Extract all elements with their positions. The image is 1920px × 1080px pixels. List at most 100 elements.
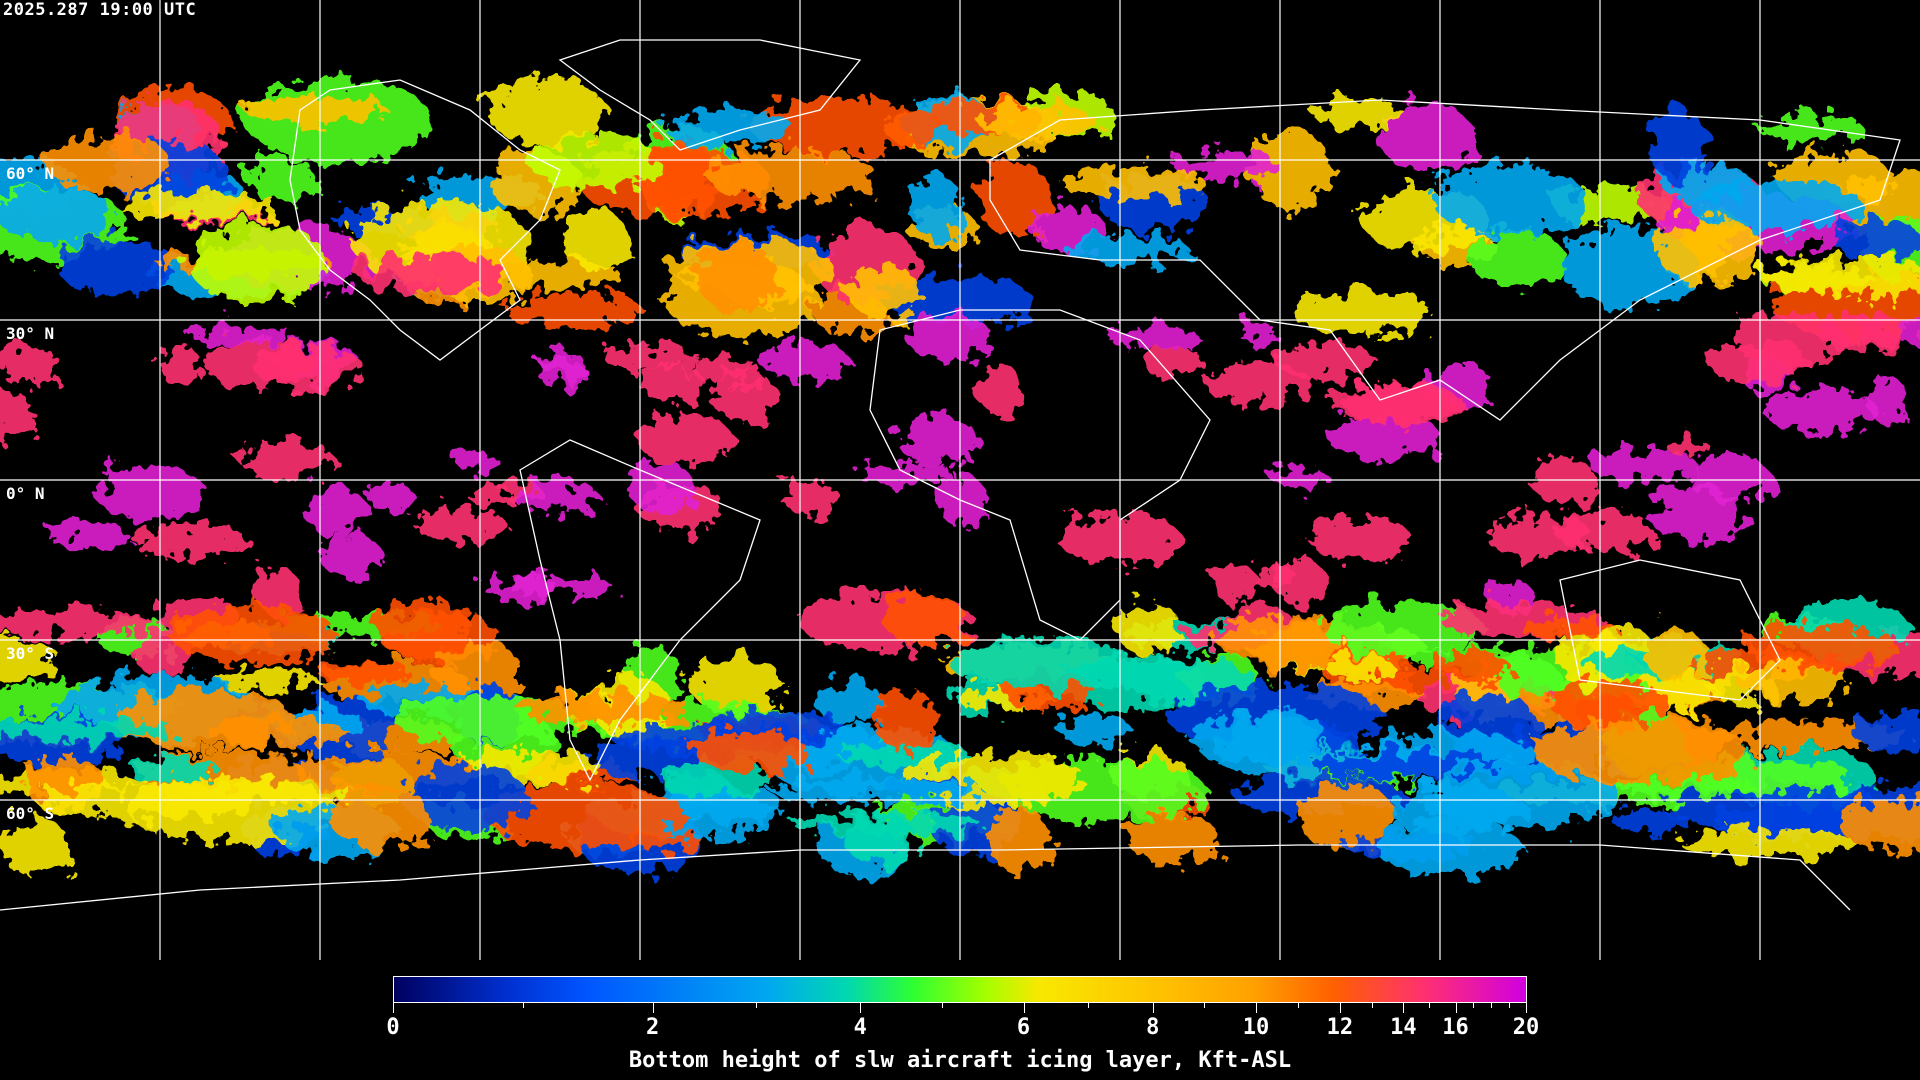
cloud-patch bbox=[355, 255, 509, 292]
cloud-patch bbox=[872, 688, 939, 750]
timestamp: 2025.287 19:00 UTC bbox=[3, 0, 197, 20]
cloud-patch bbox=[639, 364, 706, 402]
cloud-patch bbox=[1833, 221, 1920, 260]
cloud-patch bbox=[1274, 343, 1378, 380]
lat-label-60n: 60° N bbox=[6, 164, 55, 183]
cloud-patch bbox=[206, 717, 349, 746]
cloud-patch bbox=[468, 488, 518, 506]
cloud-patch bbox=[170, 605, 337, 664]
major-tick bbox=[860, 1003, 862, 1013]
cloud-patch bbox=[483, 783, 687, 848]
cloud-patch bbox=[1650, 107, 1707, 183]
colorbar-title: Bottom height of slw aircraft icing laye… bbox=[628, 1048, 1292, 1073]
cloud-patch bbox=[125, 756, 219, 781]
minor-tick bbox=[1491, 1003, 1493, 1008]
cloud-patch bbox=[848, 264, 920, 319]
cloud-patch bbox=[35, 783, 258, 819]
cloud-patch bbox=[1213, 562, 1258, 605]
coastline bbox=[0, 844, 1851, 911]
cloud-patch bbox=[56, 237, 177, 295]
cloud-patch bbox=[1327, 414, 1442, 460]
cloud-patch bbox=[376, 599, 470, 660]
cloud-patch bbox=[1868, 377, 1910, 426]
cloud-patch bbox=[627, 461, 694, 512]
cloud-patch bbox=[814, 681, 884, 723]
cloud-patch bbox=[1708, 340, 1809, 384]
cloud-patch bbox=[0, 608, 154, 637]
cloud-patch bbox=[1469, 229, 1565, 289]
tick-label-0: 0 bbox=[386, 1015, 400, 1040]
cloud-patch bbox=[1743, 625, 1899, 668]
minor-tick bbox=[522, 1003, 524, 1008]
tick-label-4: 4 bbox=[853, 1015, 867, 1040]
cloud-patch bbox=[696, 240, 777, 312]
cloud-patch bbox=[693, 731, 810, 774]
cloud-patch bbox=[0, 347, 61, 384]
cloud-patch bbox=[1270, 463, 1328, 490]
cloud-patch bbox=[1852, 712, 1920, 754]
tick-label-20: 20 bbox=[1512, 1015, 1540, 1040]
cloud-patch bbox=[977, 104, 1098, 138]
cloud-patch bbox=[503, 292, 644, 326]
minor-tick bbox=[1429, 1003, 1431, 1008]
cloud-patch bbox=[882, 274, 1034, 327]
cloud-patch bbox=[1764, 390, 1881, 434]
cloud-patch bbox=[517, 693, 693, 724]
cloud-patch bbox=[402, 764, 529, 832]
cloud-patch bbox=[1590, 449, 1699, 483]
colorbar-ticks: 0 2 4 6 8 10 12 14 16 20 bbox=[386, 1003, 1539, 1053]
minor-tick bbox=[756, 1003, 758, 1008]
lat-label-30n: 30° N bbox=[6, 324, 55, 343]
minor-tick bbox=[1371, 1003, 1373, 1008]
map-panel: 2025.287 19:00 UTC 60° N 30° N 0° N 30° … bbox=[0, 0, 1920, 960]
cloud-patch bbox=[244, 95, 388, 125]
cloud-patch bbox=[185, 325, 293, 343]
cloud-patch bbox=[257, 568, 302, 618]
cloud-patch bbox=[1666, 436, 1709, 457]
cloud-patch bbox=[2, 818, 72, 880]
cloud-patch bbox=[238, 440, 334, 478]
coastline bbox=[519, 439, 761, 782]
cloud-patch bbox=[414, 509, 508, 541]
cloud-patch bbox=[665, 109, 795, 149]
major-tick bbox=[1152, 1003, 1154, 1013]
cloud-patch bbox=[0, 636, 60, 680]
cloud-patch bbox=[603, 346, 702, 370]
cloud-patch bbox=[1329, 386, 1455, 422]
cloud-patch bbox=[1116, 601, 1181, 656]
cloud-patch bbox=[484, 577, 560, 601]
cloud-patch bbox=[713, 370, 778, 424]
cloud-patch bbox=[0, 390, 36, 440]
minor-tick bbox=[941, 1003, 943, 1008]
cloud-patch bbox=[528, 131, 658, 191]
cloud-patch bbox=[49, 524, 130, 550]
cloud-patch bbox=[0, 717, 174, 740]
cloud-patch bbox=[977, 159, 1051, 238]
cloud-patch bbox=[1108, 326, 1199, 349]
cloud-patch bbox=[885, 593, 966, 648]
tick-label-12: 12 bbox=[1326, 1015, 1354, 1040]
major-tick bbox=[1403, 1003, 1405, 1013]
cloud-patch bbox=[1312, 97, 1404, 129]
tick-label-10: 10 bbox=[1242, 1015, 1270, 1040]
cloud-patch bbox=[706, 149, 878, 202]
cloud-patch bbox=[1737, 660, 1850, 702]
major-tick bbox=[1339, 1003, 1341, 1013]
cloud-patch bbox=[536, 358, 585, 387]
cloud-patch bbox=[1518, 618, 1617, 640]
cloud-patch bbox=[691, 357, 761, 384]
tick-label-8: 8 bbox=[1146, 1015, 1160, 1040]
cloud-patch bbox=[1646, 487, 1748, 540]
cloud-patch bbox=[1758, 114, 1864, 144]
cloud-patch bbox=[844, 813, 917, 865]
cloud-patch bbox=[856, 464, 954, 485]
cloud-patch bbox=[1376, 818, 1522, 878]
cloud-patch bbox=[749, 97, 942, 155]
cloud-patch bbox=[252, 344, 363, 388]
major-tick bbox=[1455, 1003, 1457, 1013]
cloud-patch bbox=[1533, 719, 1750, 785]
cloud-patch bbox=[950, 639, 1138, 690]
cloud-patch bbox=[0, 185, 115, 243]
cloud-patch bbox=[1143, 344, 1203, 380]
cloud-patch bbox=[1326, 652, 1393, 682]
